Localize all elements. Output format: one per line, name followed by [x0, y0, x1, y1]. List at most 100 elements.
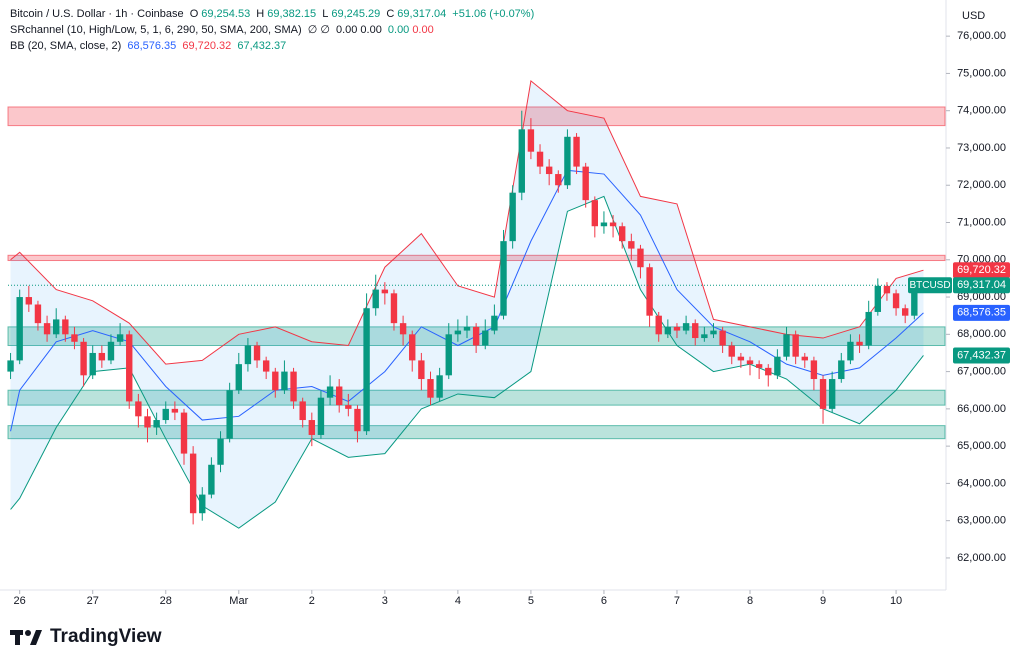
candle-body [43, 323, 51, 335]
price-tag [953, 347, 1010, 364]
candle-body [208, 464, 215, 495]
candle-body [737, 356, 745, 361]
candle-body [792, 334, 799, 357]
candle-body [144, 416, 151, 428]
candle-body [728, 345, 735, 357]
candle-body [664, 326, 672, 335]
candle-body [892, 293, 900, 309]
candle-body [646, 267, 653, 316]
indicator-value: 0.00 [412, 24, 434, 36]
candle-body [25, 297, 33, 305]
y-tick-label: 76,000.00 [957, 30, 1006, 42]
ohlc-value: 69,382.15 [267, 8, 317, 20]
candle-body [326, 386, 334, 398]
candle-body [701, 334, 708, 339]
sr-zone [7, 254, 946, 262]
indicator-title: BB (20, SMA, close, 2) [10, 40, 122, 52]
candle-body [801, 356, 808, 361]
price-tag [953, 262, 1010, 279]
indicator-value: 69,720.32 [182, 40, 232, 52]
candle-body [500, 241, 507, 316]
candle-body [226, 390, 233, 439]
x-tick-label: 6 [601, 595, 607, 607]
price-tag-text: 69,720.32 [957, 264, 1006, 276]
candle-body [710, 330, 717, 335]
candle-body [673, 326, 681, 331]
candle-body [162, 408, 169, 421]
candle-body [34, 304, 42, 324]
y-tick-label: 73,000.00 [957, 142, 1006, 154]
candle-body [354, 408, 361, 432]
brand-icon [10, 630, 42, 645]
x-tick-label: 27 [87, 595, 99, 607]
candle-body [564, 136, 571, 186]
x-tick-label: 10 [890, 595, 902, 607]
candle-body [719, 330, 726, 346]
candle-body [199, 494, 206, 514]
x-tick-label: 5 [528, 595, 534, 607]
indicator-title: SRchannel (10, High/Low, 5, 1, 6, 290, 5… [10, 24, 302, 36]
candle-body [463, 326, 471, 331]
candle-body [244, 345, 252, 365]
ohlc-key: L [322, 8, 329, 20]
candle-body [418, 360, 425, 380]
candle-body [746, 360, 754, 365]
ohlc-value: 69,245.29 [331, 8, 381, 20]
candle-body [902, 308, 909, 316]
y-tick-label: 75,000.00 [957, 67, 1006, 79]
candle-body [454, 330, 462, 335]
y-tick-label: 72,000.00 [957, 179, 1006, 191]
x-tick-label: 7 [674, 595, 680, 607]
candle-body [828, 379, 836, 409]
y-tick-label: 65,000.00 [957, 440, 1006, 452]
sr-zone [7, 425, 946, 440]
candle-body [153, 420, 160, 428]
candle-body [98, 352, 106, 361]
candle-body [409, 334, 416, 361]
candle-body [482, 330, 489, 346]
candle-body [62, 319, 69, 335]
candle-body [116, 334, 124, 342]
candle-body [619, 226, 626, 242]
candle-body [445, 334, 452, 376]
plot-area [8, 0, 945, 590]
price-tag [953, 304, 1010, 321]
candle-body [582, 166, 589, 201]
x-tick-label: Mar [229, 595, 248, 607]
sr-zone [7, 106, 946, 127]
candle-body [217, 438, 224, 465]
ohlc-value: 69,254.53 [201, 8, 251, 20]
x-tick-label: 3 [382, 595, 388, 607]
x-tick-label: 4 [455, 595, 461, 607]
candle-body [299, 401, 306, 421]
bb-line [10, 79, 924, 365]
candle-body [491, 315, 498, 331]
candle-body [692, 323, 699, 339]
x-tick-label: 2 [309, 595, 315, 607]
candle-body [810, 360, 818, 380]
indicator-value: 0.00 [360, 24, 382, 36]
candle-body [874, 285, 882, 312]
candle-body [573, 136, 580, 167]
candle-body [600, 222, 608, 227]
candle-body [180, 412, 188, 454]
candle-body [472, 326, 480, 346]
candle-body [682, 323, 690, 331]
y-tick-label: 67,000.00 [957, 365, 1006, 377]
candle-body [865, 311, 872, 346]
brand-logo[interactable]: TradingView [10, 626, 162, 648]
candle-body [7, 360, 14, 372]
indicator-value: ∅ [320, 24, 330, 36]
candle-body [53, 319, 60, 335]
candle-body [536, 151, 544, 167]
price-tag-text: 67,432.37 [957, 349, 1006, 361]
x-tick-label: 28 [160, 595, 172, 607]
price-tag [953, 277, 1010, 294]
symbol-tag [908, 277, 952, 294]
candle-body [755, 364, 763, 368]
change: +51.06 (+0.07%) [452, 8, 535, 20]
candle-body [591, 200, 599, 227]
candle-body [399, 323, 407, 335]
ohlc-key: C [386, 8, 395, 20]
